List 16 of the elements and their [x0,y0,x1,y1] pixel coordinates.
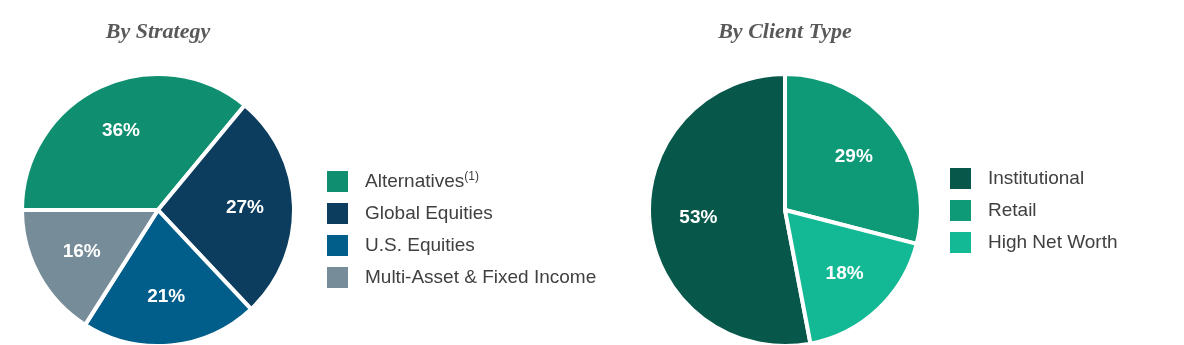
chart-title: By Strategy [105,18,211,44]
chart-title: By Client Type [718,18,852,44]
legend-label: Institutional [988,167,1085,189]
data-label: 53% [679,206,718,228]
data-label: 21% [147,284,186,306]
legend-label: Alternatives$^{(1)}$ [365,169,479,193]
legend-label: Retail [988,199,1037,221]
legend-label: Multi-Asset & Fixed Income [365,266,597,288]
data-label: 18% [825,261,864,283]
data-label: 36% [101,119,141,141]
data-label: 27% [225,195,265,217]
legend-label: Global Equities [365,202,493,224]
legend-label: U.S. Equities [365,234,475,256]
data-label: 16% [62,240,101,262]
data-label: 29% [834,144,873,166]
legend-label: High Net Worth [988,231,1118,253]
